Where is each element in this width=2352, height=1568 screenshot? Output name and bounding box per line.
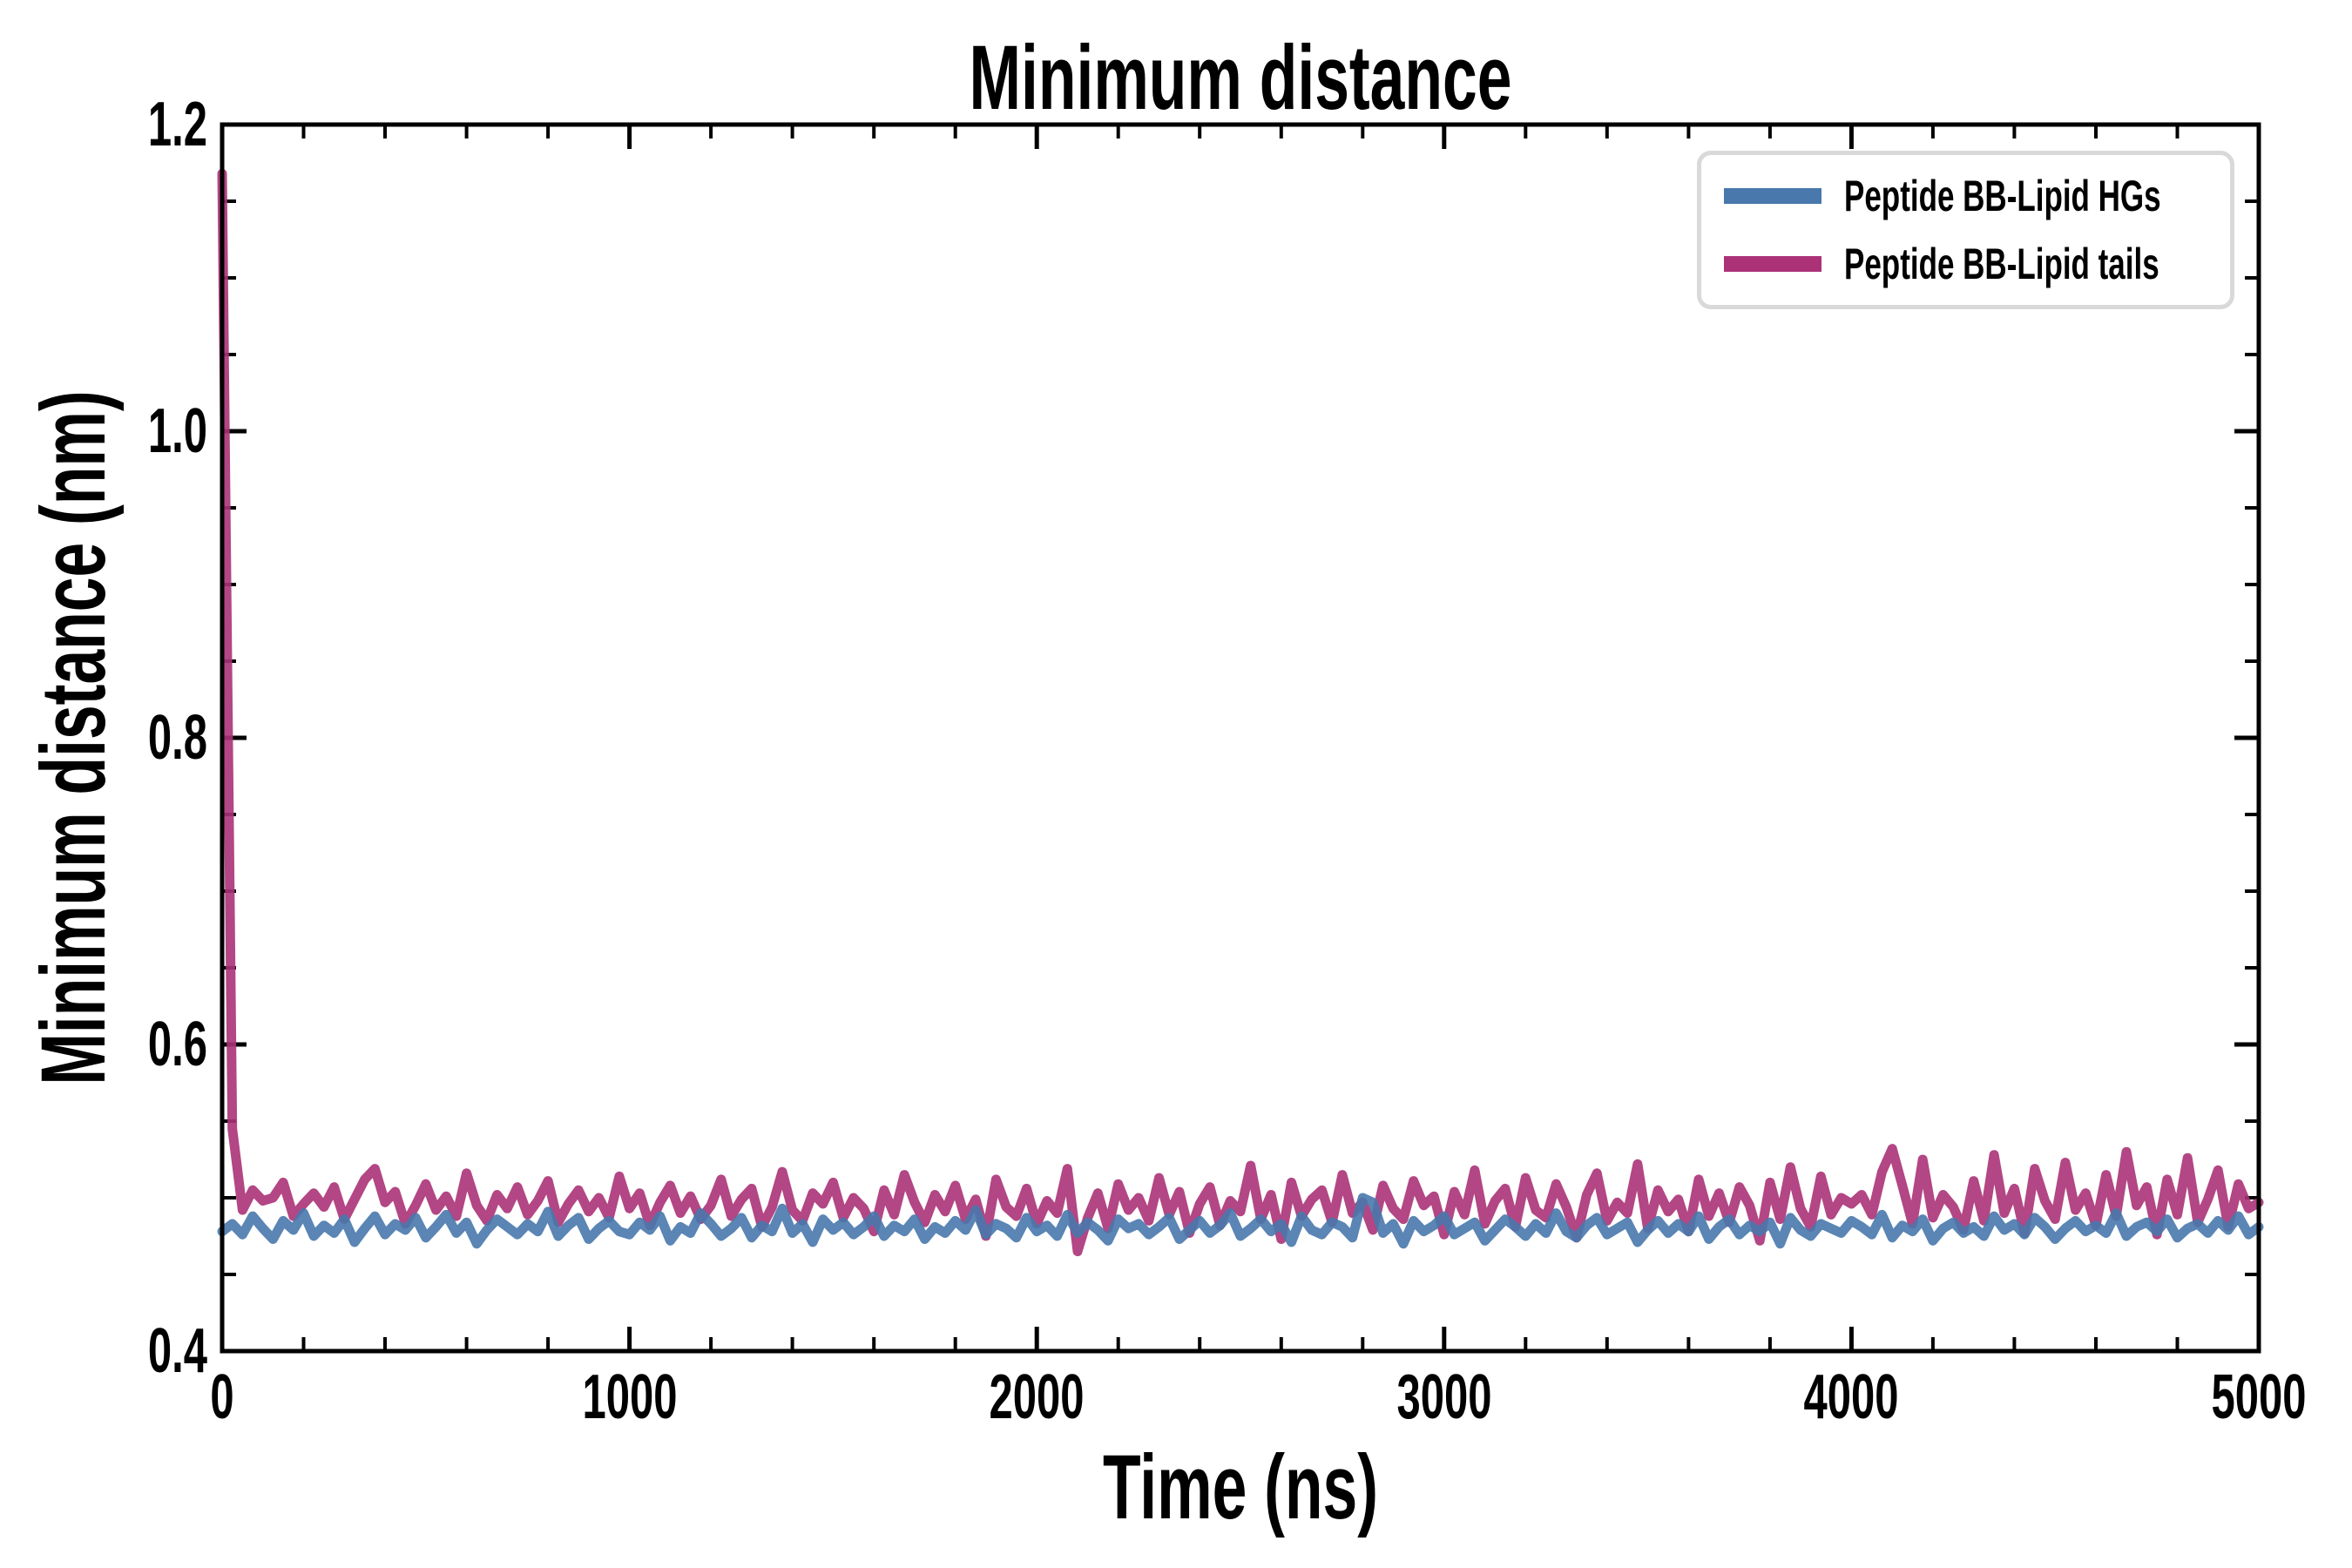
series-peptide-bb-lipid-tails	[217, 168, 2264, 1257]
legend: Peptide BB-Lipid HGs Peptide BB-Lipid ta…	[1697, 151, 2234, 309]
y-axis-label: Minimum distance (nm)	[23, 390, 125, 1085]
legend-label-peptide-bb-lipid-tails: Peptide BB-Lipid tails	[1844, 240, 2159, 288]
chart-title: Minimum distance	[969, 27, 1512, 129]
legend-label-peptide-bb-lipid-hgs: Peptide BB-Lipid HGs	[1844, 172, 2161, 220]
legend-item: Peptide BB-Lipid HGs	[1724, 171, 2230, 221]
series-peptide-bb-lipid-hgs	[217, 1193, 2264, 1249]
legend-item: Peptide BB-Lipid tails	[1724, 239, 2230, 289]
legend-swatch-peptide-bb-lipid-tails	[1724, 256, 1821, 272]
x-axis-label: Time (ns)	[1102, 1436, 1379, 1538]
axes-frame	[220, 122, 2261, 1354]
legend-swatch-peptide-bb-lipid-hgs	[1724, 188, 1821, 204]
